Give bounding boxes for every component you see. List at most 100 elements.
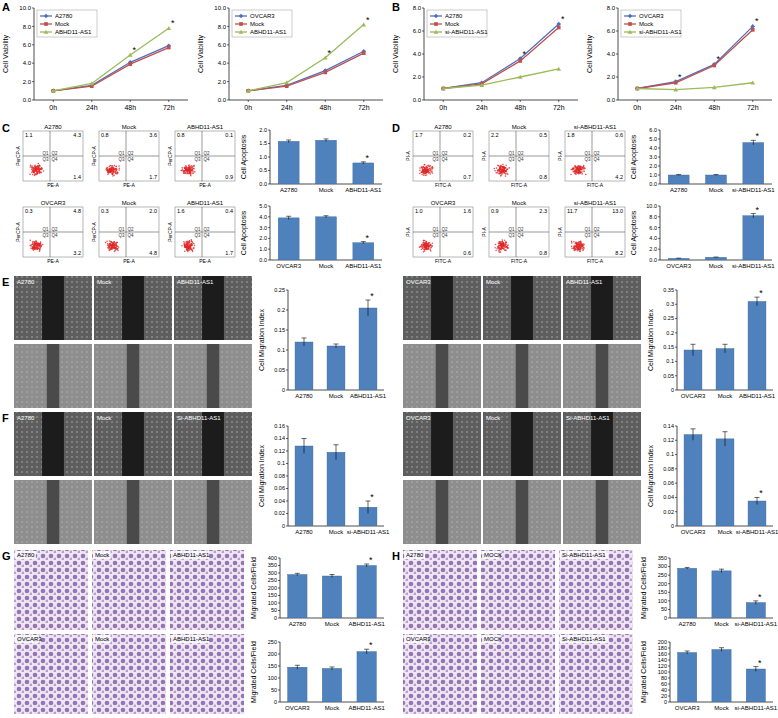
event-dot [429,168,431,170]
event-dot [507,173,509,175]
sample-label: OVCAR3 [431,200,456,206]
y-tick-label: 8.0 [413,5,422,11]
series-line [53,28,169,91]
quadrant-name: Q4 [128,157,135,162]
point [89,81,94,85]
event-dot [499,173,501,175]
event-dot [187,170,189,172]
event-dot [427,171,429,173]
event-dot [116,246,118,248]
image-cells [559,634,633,714]
event-dot [502,166,504,168]
event-dot [190,171,192,173]
event-dot [189,247,191,249]
flow-frame [565,131,625,181]
image-0h [94,412,172,476]
event-dot [504,167,506,169]
event-dot [111,173,113,175]
event-dot [504,172,506,174]
event-dot [107,172,109,174]
plot-area [668,214,764,260]
significance: * [132,45,136,55]
x-tick-label: Mock [319,263,334,269]
quadrant-name: Q1 [42,227,49,232]
y-tick-label: 0.0 [23,97,32,103]
sample-label: ABHD11-AS1 [566,279,603,285]
event-dot [38,169,40,171]
event-dot [111,165,113,167]
event-dot [108,170,110,172]
event-dot [498,169,500,171]
quadrant-value: 0.2 [463,132,471,138]
event-dot [189,247,191,249]
image-cells [403,634,477,714]
image-bg [14,634,88,714]
event-dot [112,246,114,248]
flow-x-label: FITC-A [587,258,604,264]
bar [706,257,727,260]
legend-label: si-ABHD11-AS1 [445,29,488,35]
y-tick [658,238,660,239]
x-axis [424,100,578,101]
event-dot [503,168,505,170]
sample-label: ABHD11-AS1 [187,124,224,130]
bar-chart: 00.050.10.150.20.25Cell Migration IndexA… [258,287,387,399]
event-dot [35,169,37,171]
event-dot [505,246,507,248]
event-dot [31,165,33,167]
point [51,89,56,93]
flow-x-label: FITC-A [511,182,528,188]
event-dot [498,248,500,250]
event-dot [114,247,116,249]
y-tick [658,130,660,131]
y-tick-label: 0.1 [277,347,285,353]
event-dot [192,170,194,172]
event-dot [497,246,499,248]
event-dot [500,241,502,243]
event-dot [499,242,501,244]
label-bg [560,635,608,643]
event-dot [110,170,112,172]
event-dot [500,172,502,174]
event-dot [430,246,432,248]
x-tick-label: OVCAR3 [666,263,691,269]
event-dot [188,249,190,251]
event-dot [502,241,504,243]
legend-label: A2780 [445,13,463,19]
image-48h [483,480,561,544]
event-dot [41,244,43,246]
event-dot [575,246,577,248]
x-tick [248,100,249,102]
flow-plot: MockQ1Q2Q3Q40.32.04.8PE-APerCP-A [91,200,159,264]
quadrant-name: Q2 [442,151,449,156]
event-dot [190,243,192,245]
event-dot [575,242,577,244]
legend: OVCAR3MockABHD11-AS1 [232,10,292,37]
bar-chart: 0.01.02.03.04.05.06.0Cell ApoptosisA2780… [630,127,775,193]
event-dot [185,165,187,167]
quadrant-name: Q2 [442,227,449,232]
flow-x-label: PE-A [123,182,135,188]
sample-label: Mock [122,124,137,130]
event-dot [107,167,109,169]
flow-y-label: PerCP-A [15,221,21,241]
y-tick-label: 4.0 [218,60,227,66]
event-dot [110,245,112,247]
y-tick [286,350,288,351]
event-dot [505,241,507,243]
event-dot [425,248,427,250]
event-dot [429,244,431,246]
event-dot [38,245,40,247]
event-dot [423,173,425,175]
event-dot [114,165,116,167]
event-dot [114,247,116,249]
quadrant-name: Q4 [518,157,525,162]
scratch-image: ABHD11-AS1 [174,276,252,408]
flow-y-label: PerCP-A [91,145,97,165]
event-dot [108,246,110,248]
event-dot [427,171,429,173]
event-dot [577,248,579,250]
event-dot [111,242,113,244]
flow-y-label: PI-A [481,150,487,160]
event-dot [188,246,190,248]
